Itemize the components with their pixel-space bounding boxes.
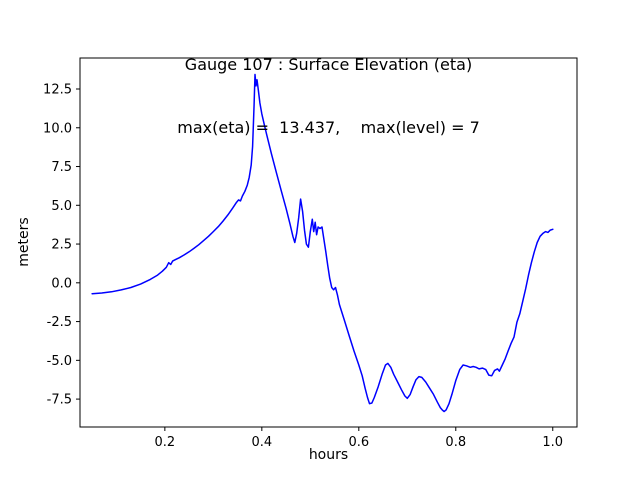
chart-title: Gauge 107 : Surface Elevation (eta)	[184, 55, 473, 74]
x-tick-label: 0.2	[155, 435, 176, 450]
x-axis-label: hours	[308, 447, 349, 463]
x-tick-label: 0.6	[348, 435, 369, 450]
y-axis-label: meters	[16, 217, 32, 267]
eta-line-series	[91, 73, 554, 413]
y-tick-label: -2.5	[47, 315, 72, 330]
y-tick-label: 7.5	[51, 160, 72, 175]
title-block: Gauge 107 : Surface Elevation (eta) max(…	[80, 12, 577, 180]
y-tick-label: 12.5	[43, 83, 72, 98]
x-tick-label: 0.4	[251, 435, 272, 450]
plot-frame	[79, 57, 578, 428]
chart-subtitle: max(eta) = 13.437, max(level) = 7	[177, 118, 480, 137]
y-tick-label: 10.0	[43, 121, 72, 136]
y-tick-label: 2.5	[51, 238, 72, 253]
y-tick-label: -7.5	[47, 393, 72, 408]
x-tick-label: 1.0	[542, 435, 563, 450]
y-tick-label: 0.0	[51, 276, 72, 291]
y-tick-label: -5.0	[47, 354, 72, 369]
x-tick-label: 0.8	[445, 435, 466, 450]
y-tick-label: 5.0	[51, 199, 72, 214]
